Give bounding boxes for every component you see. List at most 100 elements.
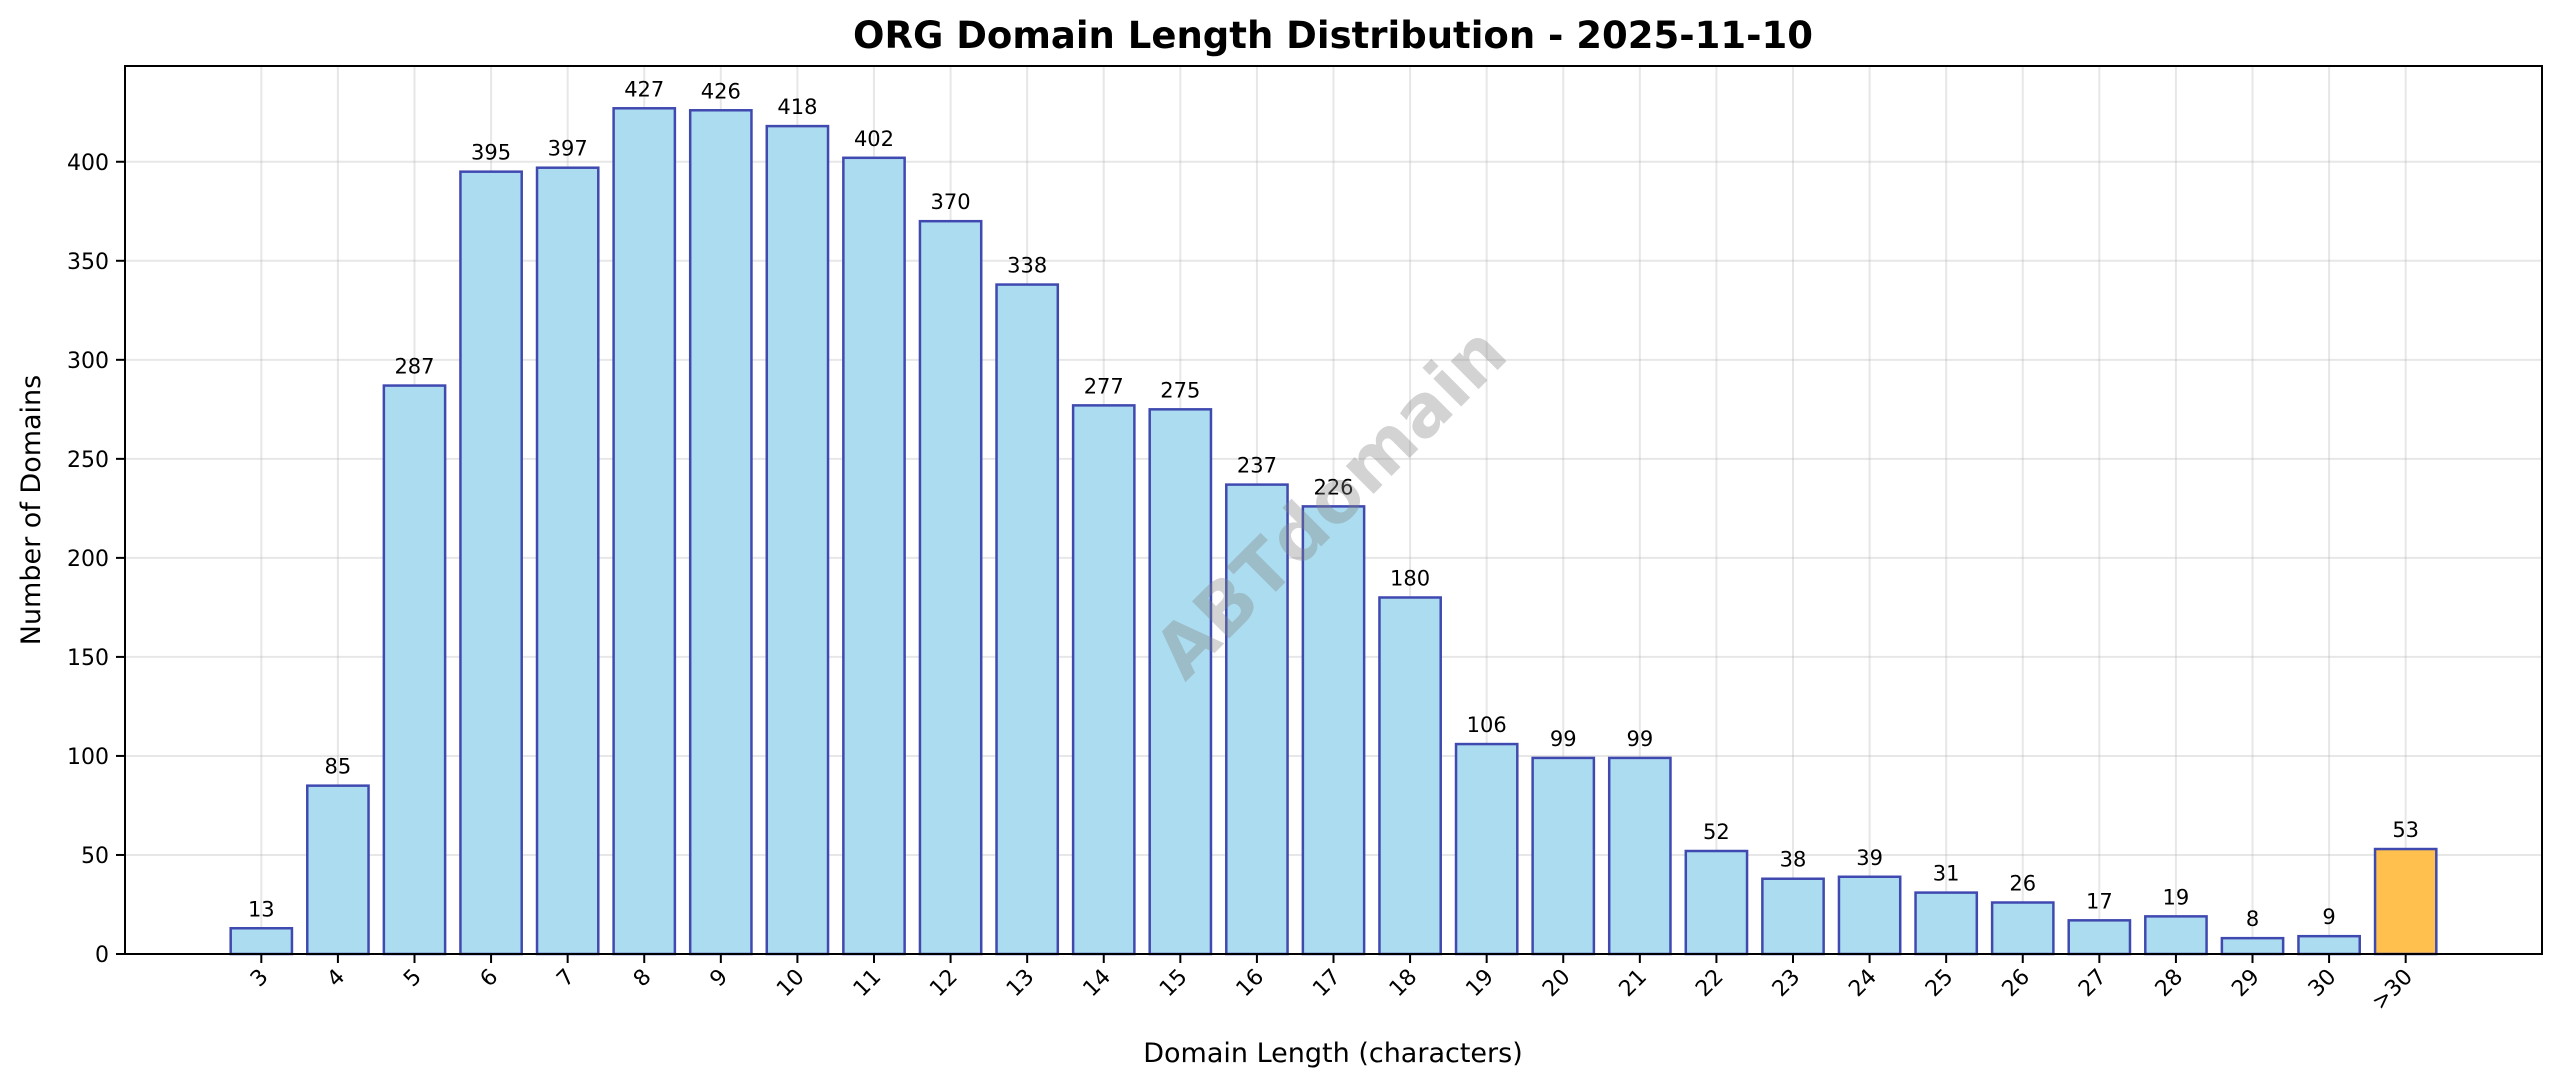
bar-15	[1148, 408, 1213, 956]
y-tick-label: 300	[67, 349, 109, 374]
x-tick-label: 13	[1002, 965, 1039, 1002]
y-tick-label: 250	[67, 448, 109, 473]
x-tick-label: 5	[399, 965, 427, 993]
data-label: 99	[1550, 727, 1577, 751]
x-tick-label: 12	[925, 965, 962, 1002]
data-label: 370	[931, 190, 971, 214]
x-axis-ticks: 3 4 5 6 7 8 9 10 11 12 13 14 15 16 17 18 19 20 21 22 23 24 25 2…	[246, 954, 2418, 1015]
y-tick-label: 100	[67, 745, 109, 770]
bar-13	[995, 283, 1060, 956]
data-label: 26	[2009, 872, 2036, 896]
bar-27	[2067, 919, 2132, 956]
data-label: 13	[248, 897, 275, 921]
bar-9	[688, 109, 753, 956]
data-label: 418	[777, 95, 817, 119]
x-tick-label: 14	[1079, 965, 1116, 1002]
data-label: 426	[701, 79, 741, 103]
x-tick-label: 19	[1461, 965, 1498, 1002]
bar->30	[2373, 847, 2438, 956]
data-label: 226	[1313, 475, 1353, 499]
bar-25	[1914, 891, 1979, 956]
bar-21	[1607, 756, 1672, 956]
x-tick-label: 10	[772, 965, 809, 1002]
data-label: 395	[471, 141, 511, 165]
bar-3	[229, 927, 294, 956]
x-tick-label: 17	[1308, 965, 1345, 1002]
x-tick-label: 21	[1615, 965, 1652, 1002]
bar-14	[1071, 404, 1136, 956]
bar-28	[2144, 915, 2208, 956]
x-tick-label: 28	[2151, 965, 2188, 1002]
bar-11	[842, 156, 906, 956]
data-label: 31	[1933, 862, 1960, 886]
bar-6	[459, 170, 523, 956]
x-tick-label: 22	[1691, 965, 1728, 1002]
data-label: 427	[624, 77, 664, 101]
x-tick-label: 16	[1232, 965, 1269, 1002]
bar-30	[2297, 934, 2361, 956]
data-label: 402	[854, 127, 894, 151]
x-tick-label: 18	[1385, 965, 1422, 1002]
y-tick-label: 350	[67, 250, 109, 275]
bar-22	[1684, 849, 1749, 956]
x-tick-label: 15	[1155, 965, 1192, 1002]
bar-20	[1531, 756, 1596, 956]
y-tick-label: 0	[95, 943, 109, 968]
data-label: 19	[2163, 885, 2190, 909]
bar-5	[382, 384, 447, 956]
data-label: 38	[1780, 848, 1807, 872]
bar-10	[765, 124, 830, 956]
bar-23	[1761, 877, 1825, 956]
bar-16	[1225, 483, 1289, 956]
x-tick-label: 9	[705, 965, 733, 993]
bar-26	[1990, 901, 2055, 956]
chart-title: ORG Domain Length Distribution - 2025-11…	[853, 14, 1813, 57]
data-labels: 13 85 287 395 397 427 426 418 402 370 338 277 275 237…	[248, 77, 2419, 931]
bar-18	[1378, 596, 1442, 956]
data-label: 99	[1626, 727, 1653, 751]
bar-7	[535, 166, 600, 956]
x-tick-label: >30	[2367, 965, 2418, 1016]
y-tick-label: 150	[67, 646, 109, 671]
data-label: 287	[394, 355, 434, 379]
x-tick-label: 8	[629, 965, 657, 993]
data-label: 17	[2086, 889, 2113, 913]
x-tick-label: 20	[1538, 965, 1575, 1002]
data-label: 52	[1703, 820, 1730, 844]
x-tick-label: 23	[1768, 965, 1805, 1002]
x-tick-label: 3	[246, 965, 274, 993]
data-label: 275	[1160, 378, 1200, 402]
bar-29	[2220, 936, 2285, 956]
x-tick-label: 24	[1844, 965, 1881, 1002]
data-label: 397	[548, 137, 588, 161]
x-tick-label: 25	[1921, 965, 1958, 1002]
x-tick-label: 11	[849, 965, 886, 1002]
data-label: 180	[1390, 566, 1430, 590]
x-tick-label: 26	[1998, 965, 2035, 1002]
data-label: 338	[1007, 254, 1047, 278]
bar-4	[306, 784, 370, 956]
y-tick-label: 50	[81, 844, 109, 869]
x-tick-label: 30	[2304, 965, 2341, 1002]
data-label: 85	[325, 755, 352, 779]
x-axis-label: Domain Length (characters)	[1143, 1038, 1523, 1069]
bar-19	[1454, 742, 1519, 956]
y-axis-label: Number of Domains	[16, 375, 47, 646]
y-axis-ticks: 0 50 100 150 200 250 300 350 400	[67, 151, 125, 968]
bar-12	[918, 219, 983, 956]
bars	[229, 107, 2438, 956]
data-label: 106	[1467, 713, 1507, 737]
x-tick-label: 27	[2074, 965, 2111, 1002]
x-tick-label: 29	[2227, 965, 2264, 1002]
x-tick-label: 4	[323, 965, 351, 993]
data-label: 277	[1084, 374, 1124, 398]
data-label: 8	[2246, 907, 2259, 931]
data-label: 39	[1856, 846, 1883, 870]
y-tick-label: 200	[67, 547, 109, 572]
x-tick-label: 6	[476, 965, 504, 993]
y-tick-label: 400	[67, 151, 109, 176]
data-label: 53	[2392, 818, 2419, 842]
bar-24	[1837, 875, 1902, 956]
data-label: 9	[2322, 905, 2335, 929]
